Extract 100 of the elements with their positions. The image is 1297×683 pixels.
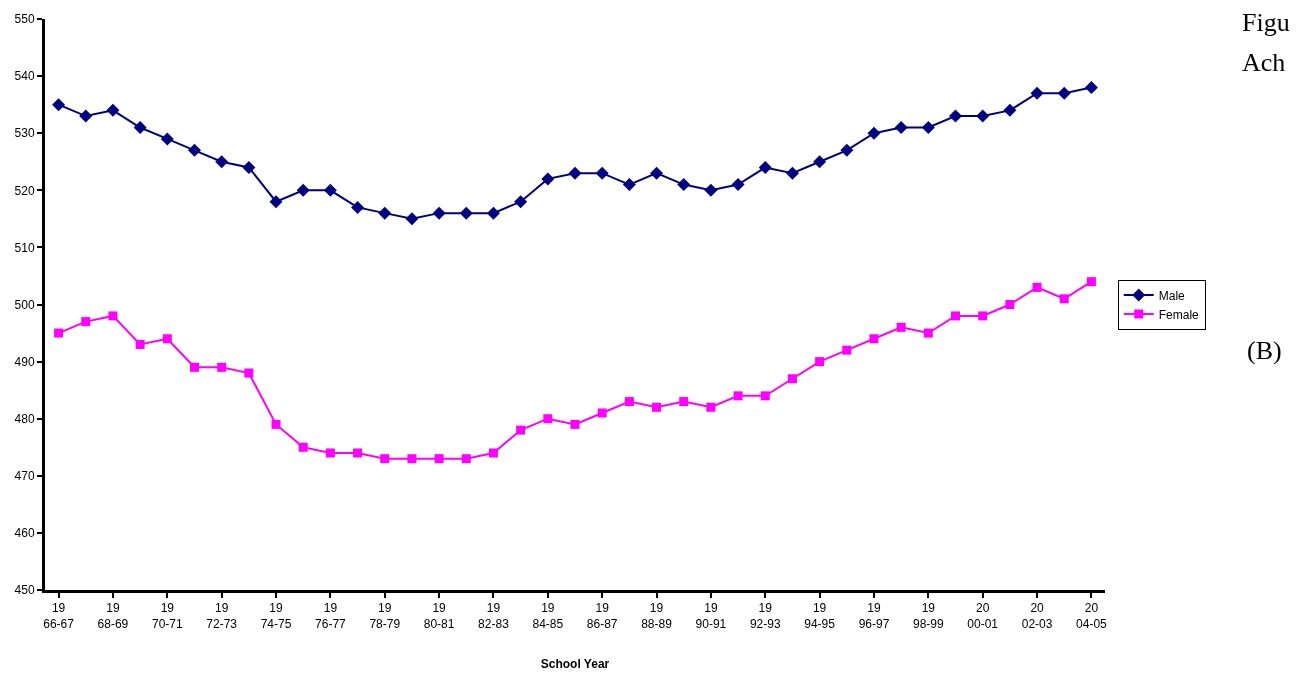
point: [570, 419, 580, 429]
x-tick-label: 19 98-99: [912, 601, 944, 631]
point: [543, 414, 553, 424]
x-tick-label: 19 72-73: [206, 601, 238, 631]
point: [1030, 86, 1044, 100]
point: [516, 425, 526, 435]
point: [1059, 294, 1069, 304]
point: [217, 362, 227, 372]
point: [1005, 300, 1015, 309]
point: [733, 391, 743, 401]
point: [325, 448, 335, 458]
x-tick-label: 19 94-95: [804, 601, 836, 631]
point: [976, 109, 990, 123]
point: [595, 166, 609, 180]
point: [269, 195, 283, 209]
point: [679, 397, 689, 407]
point: [461, 454, 471, 464]
x-tick-label: 20 04-05: [1076, 601, 1108, 631]
point: [323, 183, 337, 197]
point: [1084, 81, 1098, 95]
point: [242, 160, 256, 174]
point: [271, 419, 281, 429]
point: [758, 160, 772, 174]
x-tick-label: 19 78-79: [369, 601, 401, 631]
point: [867, 126, 881, 140]
point: [353, 448, 363, 458]
y-tick-label: 470: [14, 469, 35, 483]
point: [597, 408, 607, 418]
point: [869, 334, 879, 344]
point: [244, 368, 254, 378]
point: [731, 178, 745, 192]
point: [81, 317, 91, 327]
x-tick-label: 19 84-85: [532, 601, 564, 631]
point: [978, 311, 988, 321]
point: [568, 166, 582, 180]
point: [486, 206, 500, 220]
point: [840, 143, 854, 157]
point: [407, 454, 417, 464]
y-tick-label: 480: [14, 411, 35, 426]
point: [106, 103, 120, 117]
point: [434, 454, 444, 464]
point: [187, 143, 201, 157]
point: [541, 172, 555, 186]
point: [923, 328, 933, 338]
point: [624, 397, 634, 407]
point: [896, 322, 906, 332]
x-tick-label: 19 70-71: [151, 601, 183, 631]
x-tick-label: 19 66-67: [43, 601, 75, 631]
text: Figu: [1242, 8, 1290, 37]
point: [785, 166, 799, 180]
x-tick-label: 19 82-83: [478, 601, 510, 631]
point: [949, 109, 963, 123]
x-tick-label: 19 80-81: [423, 601, 455, 631]
point: [459, 206, 473, 220]
point: [378, 206, 392, 220]
point: [298, 442, 308, 452]
point: [108, 311, 118, 321]
point: [162, 334, 172, 344]
x-tick-label: 19 90-91: [695, 601, 727, 631]
point: [133, 120, 147, 134]
x-tick-label: 19 88-89: [641, 601, 673, 631]
point: [760, 391, 770, 401]
point: [921, 120, 935, 134]
point: [405, 212, 419, 226]
point: [652, 402, 662, 412]
x-tick-label: 19 74-75: [260, 601, 292, 631]
point: [1057, 86, 1071, 100]
y-tick-label: 460: [14, 526, 35, 541]
x-axis-title: School Year: [540, 656, 610, 671]
point: [951, 311, 961, 321]
point: [351, 200, 365, 214]
point: [813, 155, 827, 169]
y-tick-label: 510: [14, 240, 35, 255]
point: [79, 109, 93, 123]
point: [54, 328, 64, 338]
point: [815, 357, 825, 367]
point: [842, 345, 852, 355]
point: [1032, 282, 1042, 292]
y-tick-label: 530: [14, 126, 35, 141]
point: [215, 155, 229, 169]
x-tick-label: 19 96-97: [858, 601, 890, 631]
point: [894, 120, 908, 134]
point: [160, 132, 174, 146]
point: [189, 362, 199, 372]
point: [622, 178, 636, 192]
text: (B): [1247, 336, 1282, 365]
x-tick-label: 19 92-93: [749, 601, 781, 631]
point: [650, 166, 664, 180]
y-tick-label: 490: [14, 354, 35, 369]
point: [52, 98, 66, 112]
x-tick-label: 19 86-87: [586, 601, 618, 631]
x-tick-label: 20 02-03: [1021, 601, 1053, 631]
point: [1086, 277, 1096, 287]
point: [296, 183, 310, 197]
point: [706, 402, 716, 412]
legend-label: Male: [1158, 288, 1186, 303]
y-tick-label: 450: [14, 583, 35, 598]
y-tick-label: 550: [14, 12, 35, 27]
x-tick-label: 19 68-69: [97, 601, 129, 631]
legend-label: Female: [1158, 307, 1200, 322]
